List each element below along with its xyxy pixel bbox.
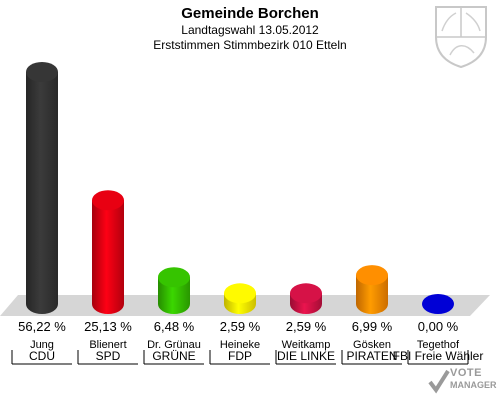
bar-cdu [26,62,58,314]
coat-of-arms-icon [435,6,487,69]
bar-piraten [356,265,388,314]
logo-text-manager: MANAGER [450,380,497,390]
bar-fdp [224,283,256,314]
value-label: 2,59 % [220,319,261,334]
logo-text-vote: VOTE [450,367,482,379]
chart-title: Gemeinde Borchen [181,5,319,22]
value-label: 0,00 % [418,319,459,334]
party-label: FDP [228,349,252,363]
value-label: 6,99 % [352,319,393,334]
candidate-label: Blienert [89,339,126,351]
value-label: 25,13 % [84,319,132,334]
vote-manager-logo: VOTE MANAGER [428,366,498,396]
party-label: CDU [29,349,55,363]
candidate-label: Heineke [220,339,260,351]
checkmark-logo-icon [428,369,450,394]
bar-die-linke [290,283,322,314]
bar-spd [92,190,124,314]
chart-subtitle-2: Erststimmen Stimmbezirk 010 Etteln [153,38,347,52]
candidate-label: Weitkamp [282,339,331,351]
party-label: SPD [96,349,121,363]
value-label: 2,59 % [286,319,327,334]
party-label: PIRATEN [346,349,397,363]
chart-subtitle: Landtagswahl 13.05.2012 [181,23,319,37]
value-label: 6,48 % [154,319,195,334]
candidate-label: Gösken [353,339,391,351]
candidate-label: Tegethof [417,339,460,351]
bar-gr-ne [158,267,190,314]
candidate-label: Jung [30,339,54,351]
bar-fbi-freie-w-hler [422,294,454,314]
value-label: 56,22 % [18,319,66,334]
candidate-label: Dr. Grünau [147,339,201,351]
party-label: GRÜNE [152,349,195,363]
party-label: FBI Freie Wähler [393,349,484,363]
party-label: DIE LINKE [277,349,335,363]
